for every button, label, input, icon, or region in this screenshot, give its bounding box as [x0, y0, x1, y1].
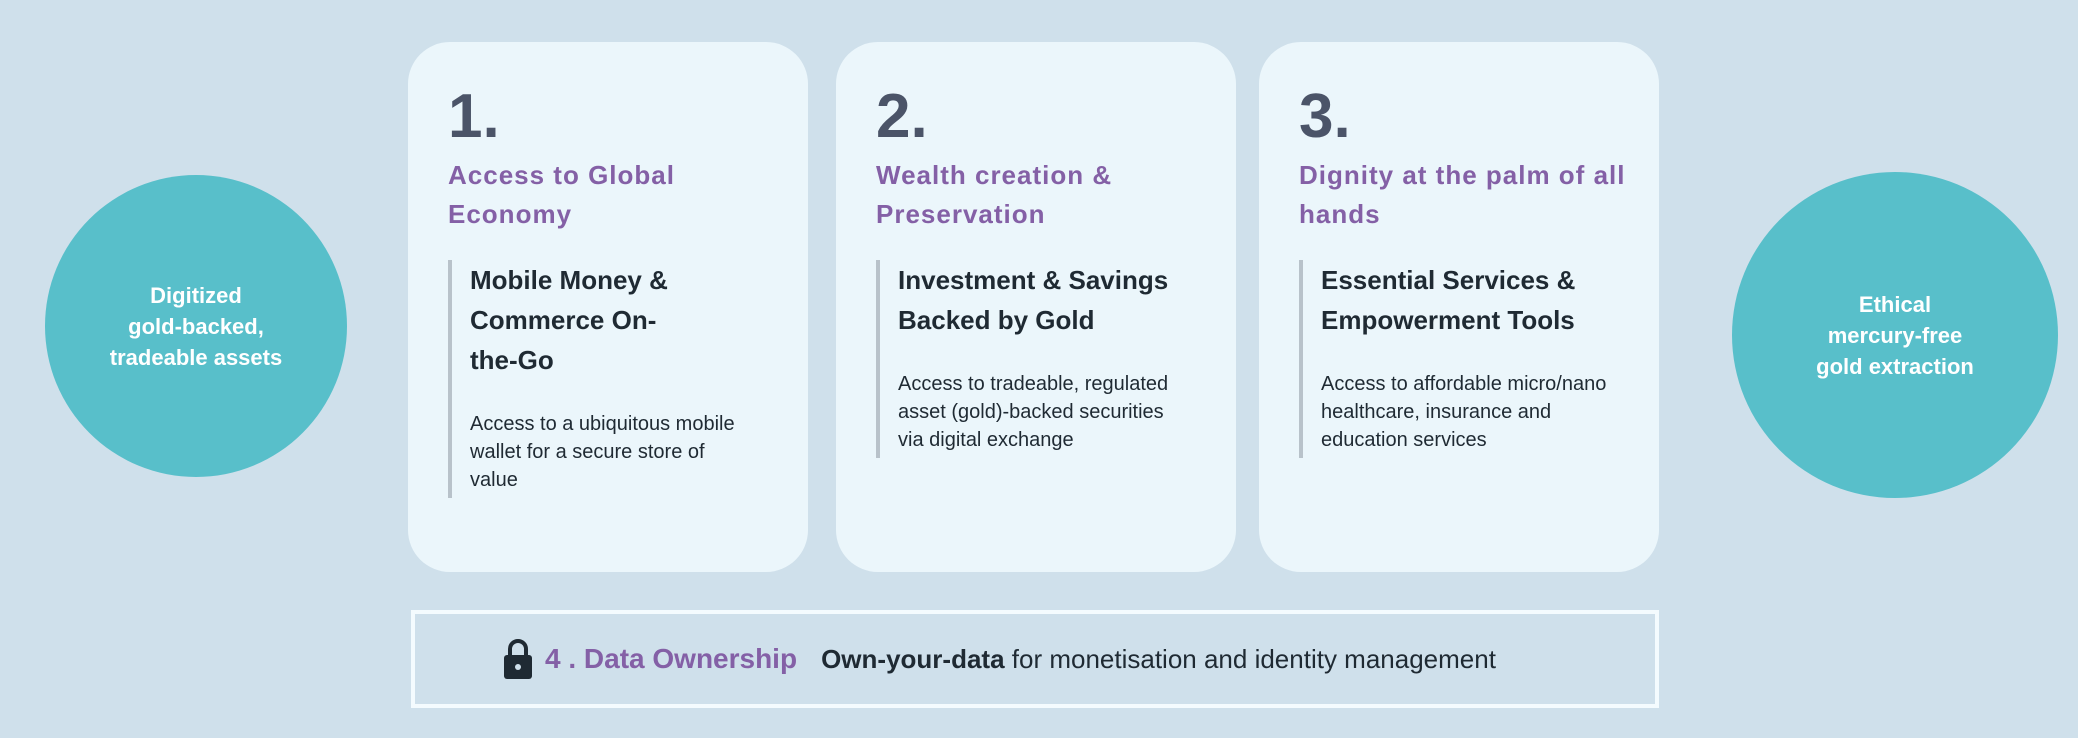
- card-heading: Dignity at the palm of all hands: [1299, 160, 1626, 229]
- data-ownership-rest: for monetisation and identity management: [1004, 643, 1496, 674]
- card-description: Access to affordable micro/nano healthca…: [1321, 373, 1607, 451]
- card-1: 1. Access to Global Economy Mobile Money…: [408, 42, 808, 572]
- data-ownership-title: 4 . Data Ownership: [545, 643, 798, 674]
- card-detail: Investment & Savings Backed by Gold Acce…: [876, 260, 1206, 458]
- right-circle-text: Ethical mercury-free gold extraction: [1816, 291, 1974, 379]
- left-circle: Digitized gold-backed, tradeable assets: [45, 175, 347, 477]
- card-number: 1.: [448, 82, 500, 151]
- card-description: Access to tradeable, regulated asset (go…: [898, 373, 1169, 451]
- lock-icon: [503, 638, 533, 680]
- data-ownership-text: Own-your-data for monetisation and ident…: [821, 644, 1496, 675]
- card-heading: Wealth creation & Preservation: [876, 160, 1113, 229]
- card-subheading: Essential Services & Empowerment Tools: [1321, 265, 1576, 335]
- card-number: 2.: [876, 82, 928, 151]
- card-detail: Essential Services & Empowerment Tools A…: [1299, 260, 1629, 458]
- data-ownership-bold: Own-your-data: [821, 643, 1005, 674]
- card-2: 2. Wealth creation & Preservation Invest…: [836, 42, 1236, 572]
- card-detail: Mobile Money & Commerce On-the-Go Access…: [448, 260, 778, 498]
- right-circle: Ethical mercury-free gold extraction: [1732, 172, 2058, 498]
- card-subheading: Mobile Money & Commerce On-the-Go: [470, 265, 668, 375]
- card-description: Access to a ubiquitous mobile wallet for…: [470, 413, 735, 491]
- card-heading: Access to Global Economy: [448, 160, 675, 229]
- card-3: 3. Dignity at the palm of all hands Esse…: [1259, 42, 1659, 572]
- card-number: 3.: [1299, 82, 1351, 151]
- left-circle-text: Digitized gold-backed, tradeable assets: [109, 282, 283, 370]
- card-subheading: Investment & Savings Backed by Gold: [898, 265, 1169, 335]
- data-ownership-banner: 4 . Data Ownership Own-your-data for mon…: [411, 610, 1659, 708]
